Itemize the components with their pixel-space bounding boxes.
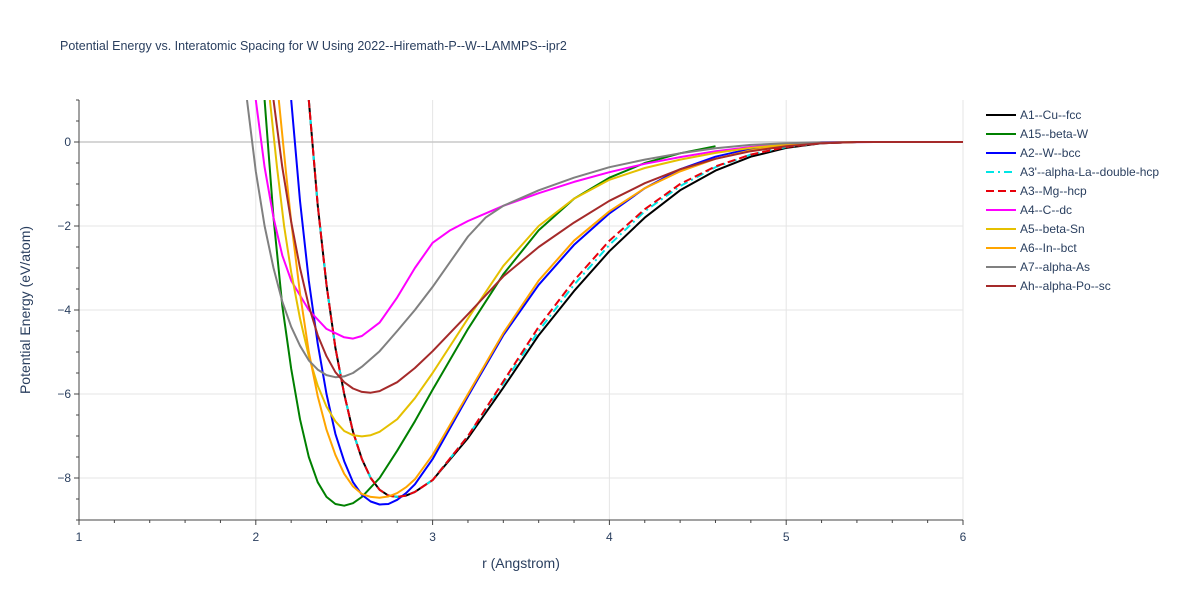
- series-line-3[interactable]: [307, 100, 963, 498]
- series-line-5[interactable]: [254, 100, 963, 340]
- x-tick-label: 2: [252, 530, 259, 544]
- y-tick-label: −8: [57, 471, 71, 485]
- legend-label: A6--In--bct: [1020, 241, 1077, 255]
- plot-area[interactable]: [246, 100, 964, 507]
- x-tick-label: 3: [429, 530, 436, 544]
- legend-item[interactable]: A6--In--bct: [986, 241, 1077, 255]
- y-tick-label: 0: [64, 135, 71, 149]
- y-tick-labels: −8 −6 −4 −2 0: [57, 135, 71, 485]
- legend-item[interactable]: A5--beta-Sn: [986, 222, 1085, 236]
- legend-label: A2--W--bcc: [1020, 146, 1080, 160]
- grid: [79, 100, 964, 520]
- series-line-8[interactable]: [246, 100, 963, 379]
- y-tick-label: −6: [57, 387, 71, 401]
- series-line-0[interactable]: [307, 100, 963, 498]
- legend-label: A4--C--dc: [1020, 203, 1072, 217]
- legend-label: A1--Cu--fcc: [1020, 108, 1081, 122]
- axes: [74, 99, 964, 525]
- legend-label: A7--alpha-As: [1020, 260, 1090, 274]
- x-axis-title: r (Angstrom): [482, 555, 560, 571]
- series-line-2[interactable]: [290, 100, 963, 506]
- x-tick-label: 4: [606, 530, 613, 544]
- y-axis-title: Potential Energy (eV/atom): [17, 226, 33, 394]
- legend-label: A5--beta-Sn: [1020, 222, 1085, 236]
- x-tick-label: 1: [76, 530, 83, 544]
- legend-item[interactable]: A1--Cu--fcc: [986, 108, 1081, 122]
- legend-item[interactable]: A7--alpha-As: [986, 260, 1090, 274]
- legend-item[interactable]: A15--beta-W: [986, 127, 1089, 141]
- legend-item[interactable]: A4--C--dc: [986, 203, 1072, 217]
- x-tick-label: 6: [960, 530, 967, 544]
- series-line-4[interactable]: [307, 100, 963, 498]
- legend-label: A3--Mg--hcp: [1020, 184, 1087, 198]
- legend-label: A15--beta-W: [1020, 127, 1089, 141]
- legend-item[interactable]: A2--W--bcc: [986, 146, 1080, 160]
- x-tick-label: 5: [783, 530, 790, 544]
- legend-item[interactable]: A3'--alpha-La--double-hcp: [986, 165, 1159, 179]
- legend-label: Ah--alpha-Po--sc: [1020, 279, 1111, 293]
- legend[interactable]: A1--Cu--fcc A15--beta-W A2--W--bcc A3'--alp…: [986, 108, 1159, 293]
- y-tick-label: −2: [57, 219, 71, 233]
- legend-label: A3'--alpha-La--double-hcp: [1020, 165, 1159, 179]
- series-line-9[interactable]: [272, 100, 964, 394]
- legend-item[interactable]: A3--Mg--hcp: [986, 184, 1087, 198]
- chart-title: Potential Energy vs. Interatomic Spacing…: [60, 39, 567, 53]
- legend-item[interactable]: Ah--alpha-Po--sc: [986, 279, 1111, 293]
- x-tick-labels: 1 2 3 4 5 6: [76, 530, 967, 544]
- series-line-6[interactable]: [268, 100, 963, 438]
- series-line-7[interactable]: [277, 100, 963, 499]
- y-tick-label: −4: [57, 303, 71, 317]
